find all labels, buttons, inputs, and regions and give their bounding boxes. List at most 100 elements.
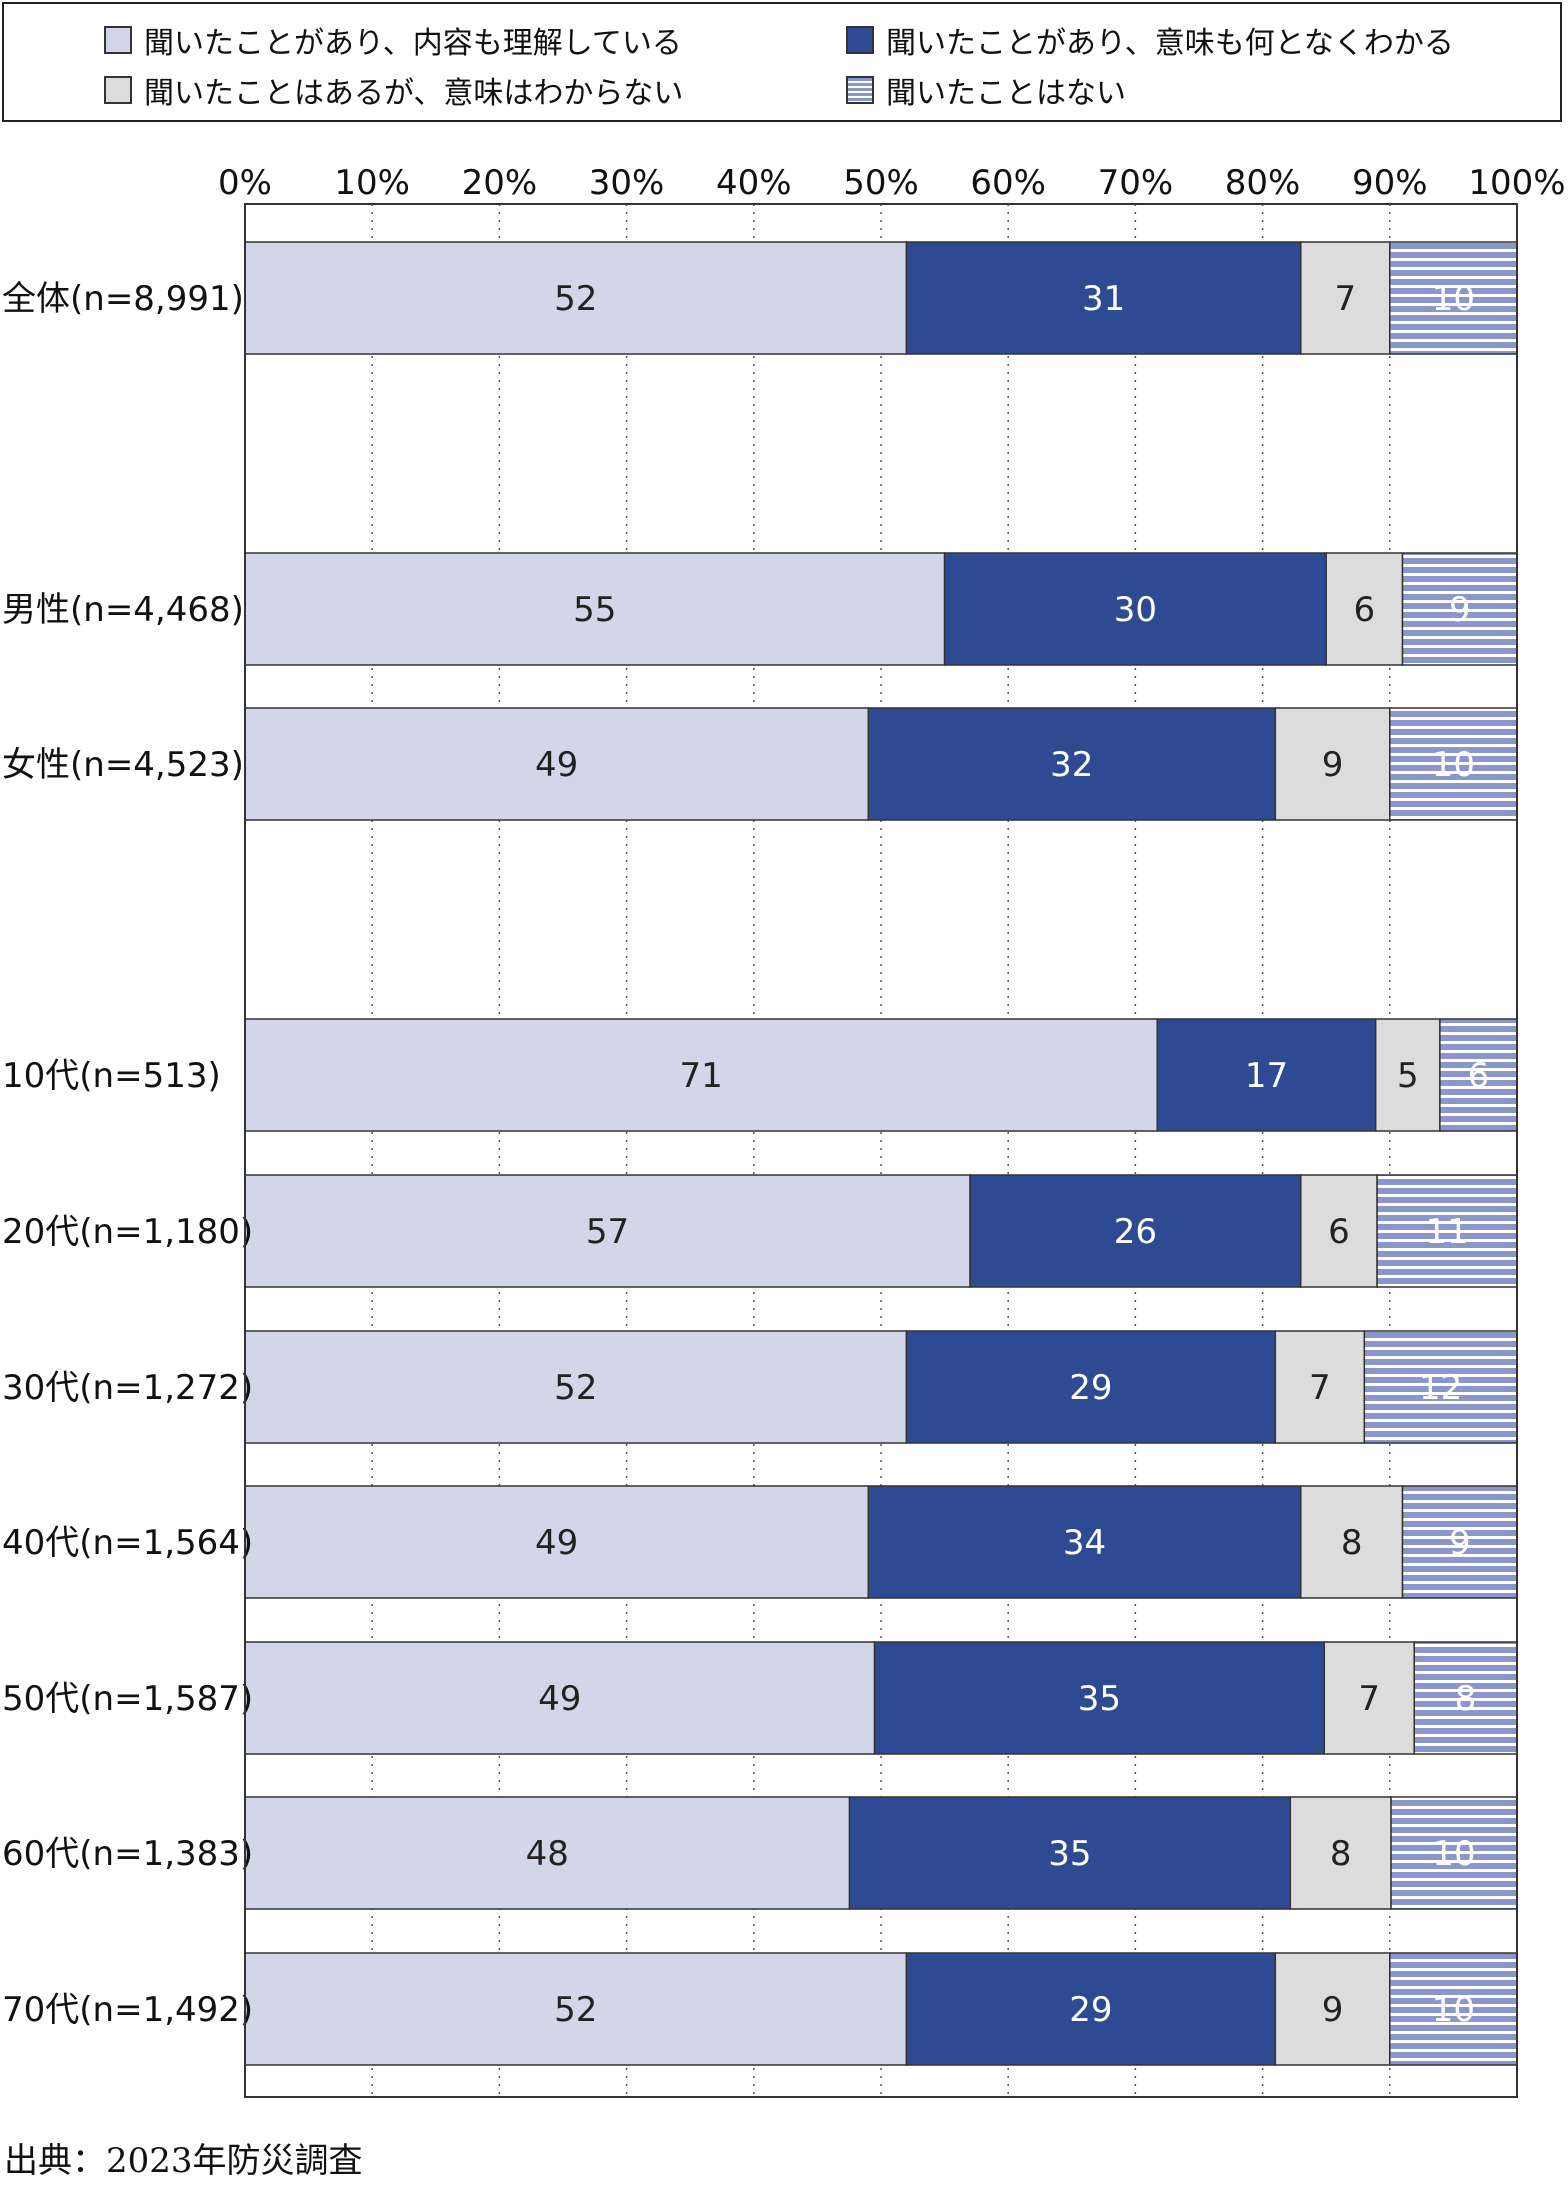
bar-dont-know	[1323, 1641, 1415, 1755]
category-label: 20代(n=1,180)	[2, 1212, 253, 1252]
bar-never	[1413, 1641, 1518, 1755]
data-label: 35	[1078, 1679, 1121, 1719]
data-label: 52	[554, 1990, 597, 2030]
data-label: 9	[1449, 1523, 1471, 1563]
data-label: 52	[554, 1368, 597, 1408]
data-label: 29	[1069, 1990, 1112, 2030]
x-tick-label: 30%	[589, 163, 665, 203]
legend-swatch-dont-know	[104, 76, 132, 104]
data-label: 11	[1425, 1212, 1468, 1252]
bar-dont-know	[1325, 552, 1404, 666]
bar-somewhat	[905, 1330, 1277, 1444]
x-tick-label: 100%	[1468, 163, 1565, 203]
data-label: 35	[1048, 1834, 1091, 1874]
data-label: 10	[1432, 745, 1475, 785]
data-label: 6	[1328, 1212, 1350, 1252]
x-tick-label: 80%	[1225, 163, 1301, 203]
plot-frame	[244, 203, 1518, 2098]
category-label: 50代(n=1,587)	[2, 1679, 253, 1719]
bar-never	[1389, 1952, 1518, 2066]
legend: 聞いたことがあり、内容も理解している 聞いたことがあり、意味も何となくわかる 聞…	[2, 2, 1562, 122]
legend-item-somewhat: 聞いたことがあり、意味も何となくわかる	[846, 20, 1454, 61]
bar-never	[1439, 1018, 1518, 1132]
data-label: 49	[535, 1523, 578, 1563]
data-label: 6	[1468, 1056, 1490, 1096]
legend-label-never: 聞いたことはない	[886, 76, 1126, 111]
data-label: 30	[1114, 590, 1157, 630]
data-label: 49	[535, 745, 578, 785]
data-label: 49	[538, 1679, 581, 1719]
data-label: 12	[1419, 1368, 1462, 1408]
data-label: 6	[1354, 590, 1376, 630]
bar-dont-know	[1274, 707, 1391, 821]
bar-never	[1389, 707, 1518, 821]
bar-somewhat	[969, 1174, 1302, 1288]
bar-dont-know	[1300, 1174, 1378, 1288]
data-label: 8	[1455, 1679, 1477, 1719]
x-tick-label: 10%	[334, 163, 410, 203]
legend-swatch-understand	[104, 26, 132, 54]
stacked-bar-chart: 52 31 7 10 55 30 6 9 49 32 9 10 71 17 5 6 57 26 6 11 52 29 7 12…	[2, 163, 1566, 2098]
data-label: 10	[1432, 1834, 1475, 1874]
category-label: 女性(n=4,523)	[2, 745, 244, 785]
data-label: 48	[526, 1834, 569, 1874]
x-tick-label: 90%	[1352, 163, 1428, 203]
bar-never	[1401, 1485, 1518, 1599]
category-label: 10代(n=513)	[2, 1056, 221, 1096]
data-label: 10	[1432, 279, 1475, 319]
bar-somewhat	[1156, 1018, 1377, 1132]
bar-never	[1389, 241, 1518, 355]
data-label: 8	[1341, 1523, 1363, 1563]
bar-dont-know	[1289, 1796, 1392, 1910]
bar-somewhat	[867, 707, 1277, 821]
x-tick-label: 0%	[218, 163, 272, 203]
category-label: 30代(n=1,272)	[2, 1368, 253, 1408]
legend-label-dont-know: 聞いたことはあるが、意味はわからない	[144, 76, 684, 111]
legend-item-understand: 聞いたことがあり、内容も理解している	[104, 20, 682, 61]
bar-never	[1363, 1330, 1518, 1444]
data-label: 9	[1322, 745, 1344, 785]
legend-label-somewhat: 聞いたことがあり、意味も何となくわかる	[886, 26, 1454, 61]
data-label: 71	[679, 1056, 722, 1096]
data-label: 9	[1322, 1990, 1344, 2030]
bar-dont-know	[1300, 1485, 1404, 1599]
data-label: 52	[554, 279, 597, 319]
bar-understand	[244, 1952, 908, 2066]
bar-understand	[244, 1174, 971, 1288]
data-label: 7	[1309, 1368, 1331, 1408]
data-label: 57	[586, 1212, 629, 1252]
category-label: 全体(n=8,991)	[2, 279, 244, 319]
category-label: 男性(n=4,468)	[2, 590, 244, 630]
legend-item-dont-know: 聞いたことはあるが、意味はわからない	[104, 70, 684, 111]
x-tick-label: 60%	[970, 163, 1046, 203]
bar-dont-know	[1374, 1018, 1441, 1132]
source-note: 出典：2023年防災調査	[4, 2141, 363, 2181]
data-label: 17	[1245, 1056, 1288, 1096]
bar-dont-know	[1274, 1952, 1391, 2066]
bar-somewhat	[873, 1641, 1326, 1755]
data-label: 29	[1069, 1368, 1112, 1408]
category-label: 40代(n=1,564)	[2, 1523, 253, 1563]
legend-swatch-never	[846, 76, 874, 104]
bar-somewhat	[943, 552, 1327, 666]
data-label: 5	[1397, 1056, 1419, 1096]
bar-understand	[244, 707, 870, 821]
x-tick-label: 20%	[462, 163, 538, 203]
data-label: 9	[1449, 590, 1471, 630]
bar-never	[1390, 1796, 1518, 1910]
data-label: 7	[1334, 279, 1356, 319]
x-tick-label: 50%	[843, 163, 919, 203]
x-tick-label: 70%	[1098, 163, 1174, 203]
legend-label-understand: 聞いたことがあり、内容も理解している	[144, 26, 682, 61]
data-label: 10	[1432, 1990, 1475, 2030]
bar-somewhat	[905, 241, 1302, 355]
data-label: 8	[1330, 1834, 1352, 1874]
bar-understand	[244, 241, 908, 355]
bar-somewhat	[848, 1796, 1292, 1910]
category-label: 70代(n=1,492)	[2, 1990, 253, 2030]
bar-somewhat	[867, 1485, 1302, 1599]
data-label: 31	[1082, 279, 1125, 319]
bar-never	[1401, 552, 1518, 666]
legend-item-never: 聞いたことはない	[846, 70, 1126, 111]
bar-understand	[244, 1018, 1158, 1132]
